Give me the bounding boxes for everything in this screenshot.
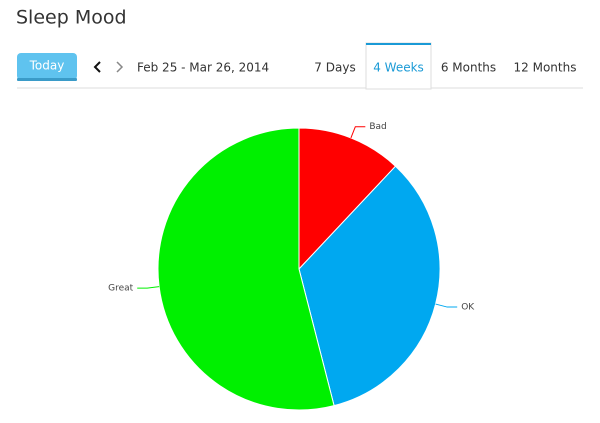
date-range: Feb 25 - Mar 26, 2014 <box>137 61 269 75</box>
today-button[interactable] <box>17 53 77 80</box>
tab[interactable]: 12 Months <box>514 61 577 75</box>
pie-slice <box>298 127 397 271</box>
slice-label: OK <box>461 303 475 313</box>
next-arrow[interactable] <box>116 61 124 73</box>
leader-line <box>350 126 366 139</box>
leader-line <box>137 286 160 289</box>
active-tab[interactable] <box>365 42 432 90</box>
tab[interactable]: 6 Months <box>441 61 496 75</box>
tab[interactable]: 4 Weeks <box>373 61 424 75</box>
slice-label: Bad <box>369 122 386 132</box>
today-button-shadow <box>17 78 77 81</box>
tab[interactable]: 7 Days <box>314 61 355 75</box>
today-label[interactable]: Today <box>29 59 65 73</box>
page-title: Sleep Mood <box>16 7 127 29</box>
slice-label: Great <box>108 284 134 294</box>
pie-slice <box>298 165 441 407</box>
pie-slice <box>157 127 335 411</box>
prev-arrow[interactable] <box>93 61 101 73</box>
leader-line <box>435 303 458 308</box>
